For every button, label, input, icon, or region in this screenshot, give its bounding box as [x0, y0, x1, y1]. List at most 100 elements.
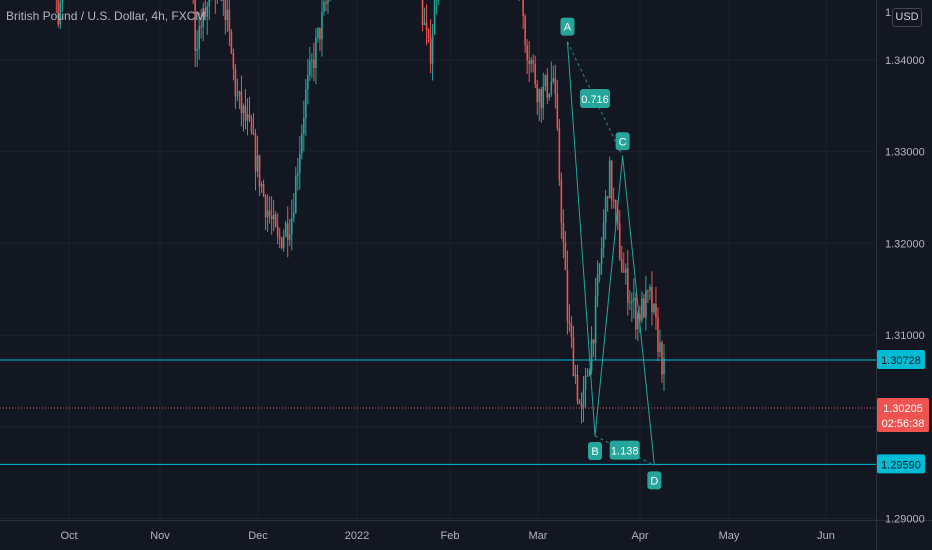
candle-body — [431, 34, 434, 64]
candle-body — [220, 0, 223, 1]
x-tick-label: Dec — [248, 530, 268, 542]
candle-body — [536, 84, 539, 102]
candle-body — [620, 259, 623, 272]
currency-button[interactable]: USD — [892, 8, 922, 27]
candle-body — [315, 37, 317, 69]
candle-body — [633, 297, 635, 301]
pattern-leg-ab — [566, 41, 596, 437]
candle-body — [59, 2, 62, 25]
candle-body — [230, 31, 233, 54]
candle-body — [626, 268, 629, 304]
pattern-leg-bc — [594, 156, 624, 437]
pattern-ratio-label: 0.716 — [581, 94, 609, 106]
candle-body — [657, 317, 659, 353]
y-tick-label: 1.33000 — [885, 147, 925, 159]
candle-body — [661, 342, 663, 375]
candle-body — [659, 342, 661, 353]
candle-body — [294, 175, 297, 214]
candle-body — [645, 290, 647, 318]
candle-body — [305, 89, 307, 119]
candle-body — [278, 235, 281, 239]
candle-body — [423, 22, 426, 25]
candle-body — [200, 26, 203, 28]
candle-body — [556, 93, 559, 129]
chart-title: British Pound / U.S. Dollar, 4h, FXCM — [6, 9, 206, 23]
candle-body — [582, 389, 585, 408]
price-axis-tag — [877, 454, 925, 474]
candle-body — [612, 200, 615, 202]
candle-body — [530, 60, 532, 65]
candle-body — [637, 313, 639, 330]
candle-body — [590, 339, 593, 371]
x-tick-label: Nov — [150, 530, 170, 542]
candle-body — [600, 247, 603, 265]
candle-body — [319, 27, 321, 40]
candle-body — [433, 0, 436, 35]
candle-body — [222, 0, 225, 1]
candle-body — [244, 105, 247, 121]
candle-body — [540, 89, 543, 109]
countdown-label: 02:56:38 — [882, 418, 925, 430]
candle-body — [272, 214, 275, 220]
candle-body — [288, 234, 291, 240]
candle-body — [550, 81, 553, 94]
x-tick-label: Apr — [631, 530, 648, 542]
candle-body — [564, 241, 567, 270]
candle-body — [631, 300, 633, 303]
candle-body — [268, 210, 271, 216]
pattern-point-label: A — [564, 22, 572, 34]
price-axis-tag — [877, 350, 925, 370]
candle-body — [596, 275, 599, 296]
price-axis-tag-label: 1.30728 — [881, 355, 921, 367]
y-tick-label: 1.32000 — [885, 238, 925, 250]
pattern-ratio-line-bd — [594, 435, 655, 466]
candle-body — [309, 60, 311, 76]
candle-body — [628, 302, 631, 304]
x-tick-label: Feb — [441, 530, 460, 542]
y-tick-label: 1.29000 — [885, 514, 925, 526]
candle-body — [586, 375, 589, 377]
y-tick-label: 1.34000 — [885, 55, 925, 67]
candle-body — [663, 357, 665, 375]
candle-body — [618, 223, 621, 260]
candle-body — [554, 78, 557, 94]
candle-body — [528, 60, 530, 65]
candle-body — [610, 160, 613, 201]
candle-body — [224, 0, 227, 20]
candle-body — [248, 114, 251, 119]
candle-body — [276, 226, 279, 236]
candle-body — [588, 370, 591, 376]
candle-body — [421, 0, 424, 25]
candle-body — [284, 223, 287, 237]
candle-body — [532, 60, 535, 64]
candle-body — [301, 133, 303, 154]
pattern-point-badge — [615, 132, 630, 151]
candle-body — [578, 401, 581, 404]
candle-body — [321, 11, 323, 40]
candle-body — [548, 93, 551, 98]
candle-body — [524, 16, 526, 45]
pattern-point-badge — [647, 471, 662, 490]
candle-body — [236, 95, 239, 97]
candle-body — [57, 0, 60, 25]
candle-body — [542, 86, 545, 109]
candle-body — [616, 209, 619, 224]
last-price-label: 1.30205 — [883, 403, 923, 415]
candle-body — [246, 114, 249, 121]
candle-body — [238, 91, 241, 96]
candle-body — [296, 173, 299, 176]
candle-body — [522, 0, 524, 17]
candle-body — [196, 48, 198, 51]
candle-body — [292, 213, 295, 218]
candle-body — [544, 75, 547, 87]
candle-body — [240, 91, 243, 113]
candle-body — [202, 8, 205, 28]
candle-body — [598, 264, 601, 276]
pattern-ratio-label: 1.138 — [611, 446, 639, 458]
candle-body — [574, 374, 577, 377]
candle-body — [604, 196, 607, 223]
candle-body — [264, 196, 267, 218]
candle-body — [325, 1, 327, 4]
